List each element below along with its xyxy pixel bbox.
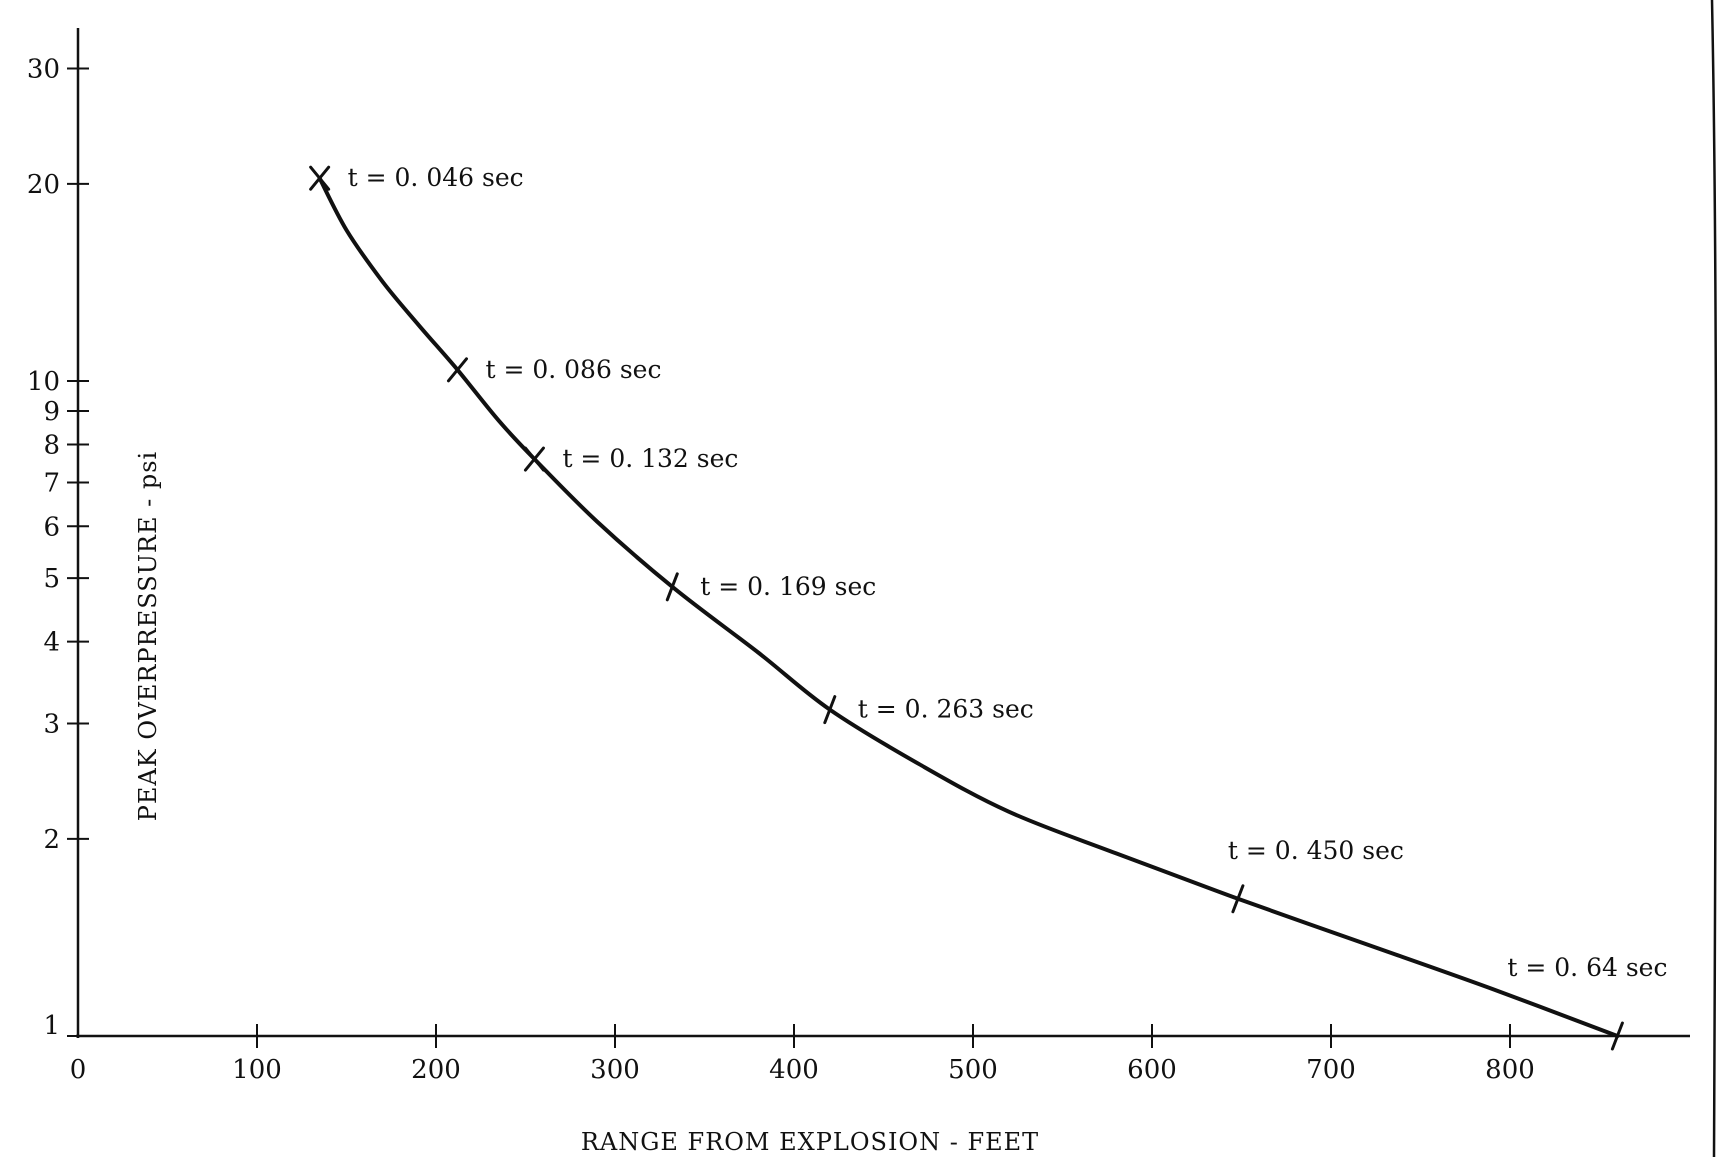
y-tick-label: 10 (27, 367, 60, 397)
y-tick-label: 30 (27, 54, 60, 84)
x-tick-label: 800 (1485, 1055, 1535, 1085)
x-axis-ticks: 0 100 200 300 400 500 600 700 800 (70, 1024, 1535, 1085)
annotation-label: t = 0. 64 sec (1507, 953, 1667, 982)
annotation-label: t = 0. 132 sec (562, 444, 738, 473)
y-tick-label: 6 (43, 512, 60, 542)
annotations-group: t = 0. 046 sec t = 0. 086 sec t = 0. 132 s… (309, 163, 1667, 1051)
annotation-label: t = 0. 169 sec (700, 572, 876, 601)
annotation-marker (309, 165, 331, 191)
y-tick-label: 7 (43, 468, 60, 498)
x-tick-label: 700 (1306, 1055, 1356, 1085)
annotation-label: t = 0. 046 sec (348, 163, 524, 192)
y-tick-label: 3 (43, 709, 60, 739)
y-tick-label: 8 (43, 430, 60, 460)
x-tick-label: 100 (232, 1055, 282, 1085)
x-axis-title: RANGE FROM EXPLOSION - FEET (581, 1128, 1039, 1156)
y-tick-label: 5 (43, 564, 60, 594)
x-tick-label: 500 (948, 1055, 998, 1085)
x-tick-label: 400 (769, 1055, 819, 1085)
annotation-marker (823, 695, 837, 725)
annotation-marker (1231, 884, 1245, 914)
y-axis-title: PEAK OVERPRESSURE - psi (134, 451, 162, 821)
annotation-marker (1610, 1021, 1624, 1051)
series-group (317, 176, 1620, 1038)
x-tick-label: 300 (590, 1055, 640, 1085)
annotation-label: t = 0. 450 sec (1228, 836, 1404, 865)
page-right-edge (1710, 0, 1718, 1157)
y-tick-label: 1 (43, 1011, 60, 1041)
series-line (317, 176, 1620, 1038)
x-tick-label: 200 (411, 1055, 461, 1085)
annotation-label: t = 0. 086 sec (485, 355, 661, 384)
annotation-label: t = 0. 263 sec (858, 695, 1034, 724)
y-tick-label: 9 (43, 397, 60, 427)
chart-frame (76, 0, 1718, 1157)
y-tick-label: 4 (43, 628, 60, 658)
x-tick-label: 600 (1127, 1055, 1177, 1085)
annotation-marker (446, 357, 468, 383)
y-tick-label: 20 (27, 170, 60, 200)
annotation-marker (665, 572, 679, 602)
x-tick-label: 0 (70, 1055, 87, 1085)
y-tick-label: 2 (43, 825, 60, 855)
annotation-marker (523, 446, 545, 472)
